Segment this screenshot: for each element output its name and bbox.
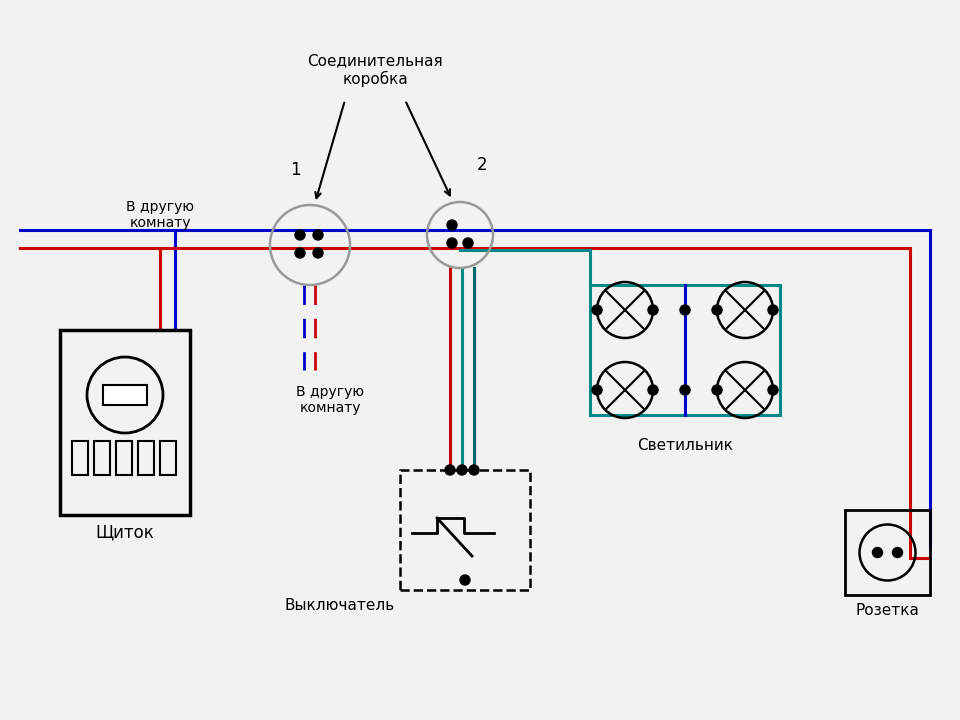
Circle shape bbox=[463, 238, 473, 248]
Text: 2: 2 bbox=[477, 156, 488, 174]
Bar bbox=[160, 441, 176, 475]
Text: Выключатель: Выключатель bbox=[285, 598, 395, 613]
Circle shape bbox=[313, 230, 323, 240]
Bar bbox=[60, 330, 190, 515]
Circle shape bbox=[445, 465, 455, 475]
Circle shape bbox=[469, 465, 479, 475]
Bar bbox=[845, 510, 930, 595]
Text: Соединительная
коробка: Соединительная коробка bbox=[307, 53, 443, 87]
Circle shape bbox=[712, 385, 722, 395]
Circle shape bbox=[447, 238, 457, 248]
Text: Щиток: Щиток bbox=[96, 523, 155, 541]
Circle shape bbox=[460, 575, 470, 585]
Bar bbox=[400, 470, 530, 590]
Bar bbox=[138, 441, 154, 475]
Circle shape bbox=[712, 305, 722, 315]
Text: В другую
комнату: В другую комнату bbox=[126, 200, 194, 230]
Bar bbox=[72, 441, 88, 475]
Circle shape bbox=[313, 248, 323, 258]
Circle shape bbox=[648, 305, 658, 315]
Circle shape bbox=[768, 385, 778, 395]
Circle shape bbox=[295, 248, 305, 258]
Circle shape bbox=[592, 385, 602, 395]
Bar bbox=[94, 441, 110, 475]
Bar bbox=[103, 385, 147, 405]
Circle shape bbox=[680, 385, 690, 395]
Circle shape bbox=[680, 305, 690, 315]
Circle shape bbox=[648, 385, 658, 395]
Text: Светильник: Светильник bbox=[637, 438, 733, 452]
Circle shape bbox=[768, 305, 778, 315]
Text: Розетка: Розетка bbox=[855, 603, 920, 618]
Circle shape bbox=[592, 305, 602, 315]
Circle shape bbox=[873, 547, 882, 557]
Bar bbox=[116, 441, 132, 475]
Circle shape bbox=[447, 220, 457, 230]
Text: 1: 1 bbox=[290, 161, 300, 179]
Circle shape bbox=[295, 230, 305, 240]
Circle shape bbox=[893, 547, 902, 557]
Circle shape bbox=[457, 465, 467, 475]
Text: В другую
комнату: В другую комнату bbox=[296, 385, 364, 415]
